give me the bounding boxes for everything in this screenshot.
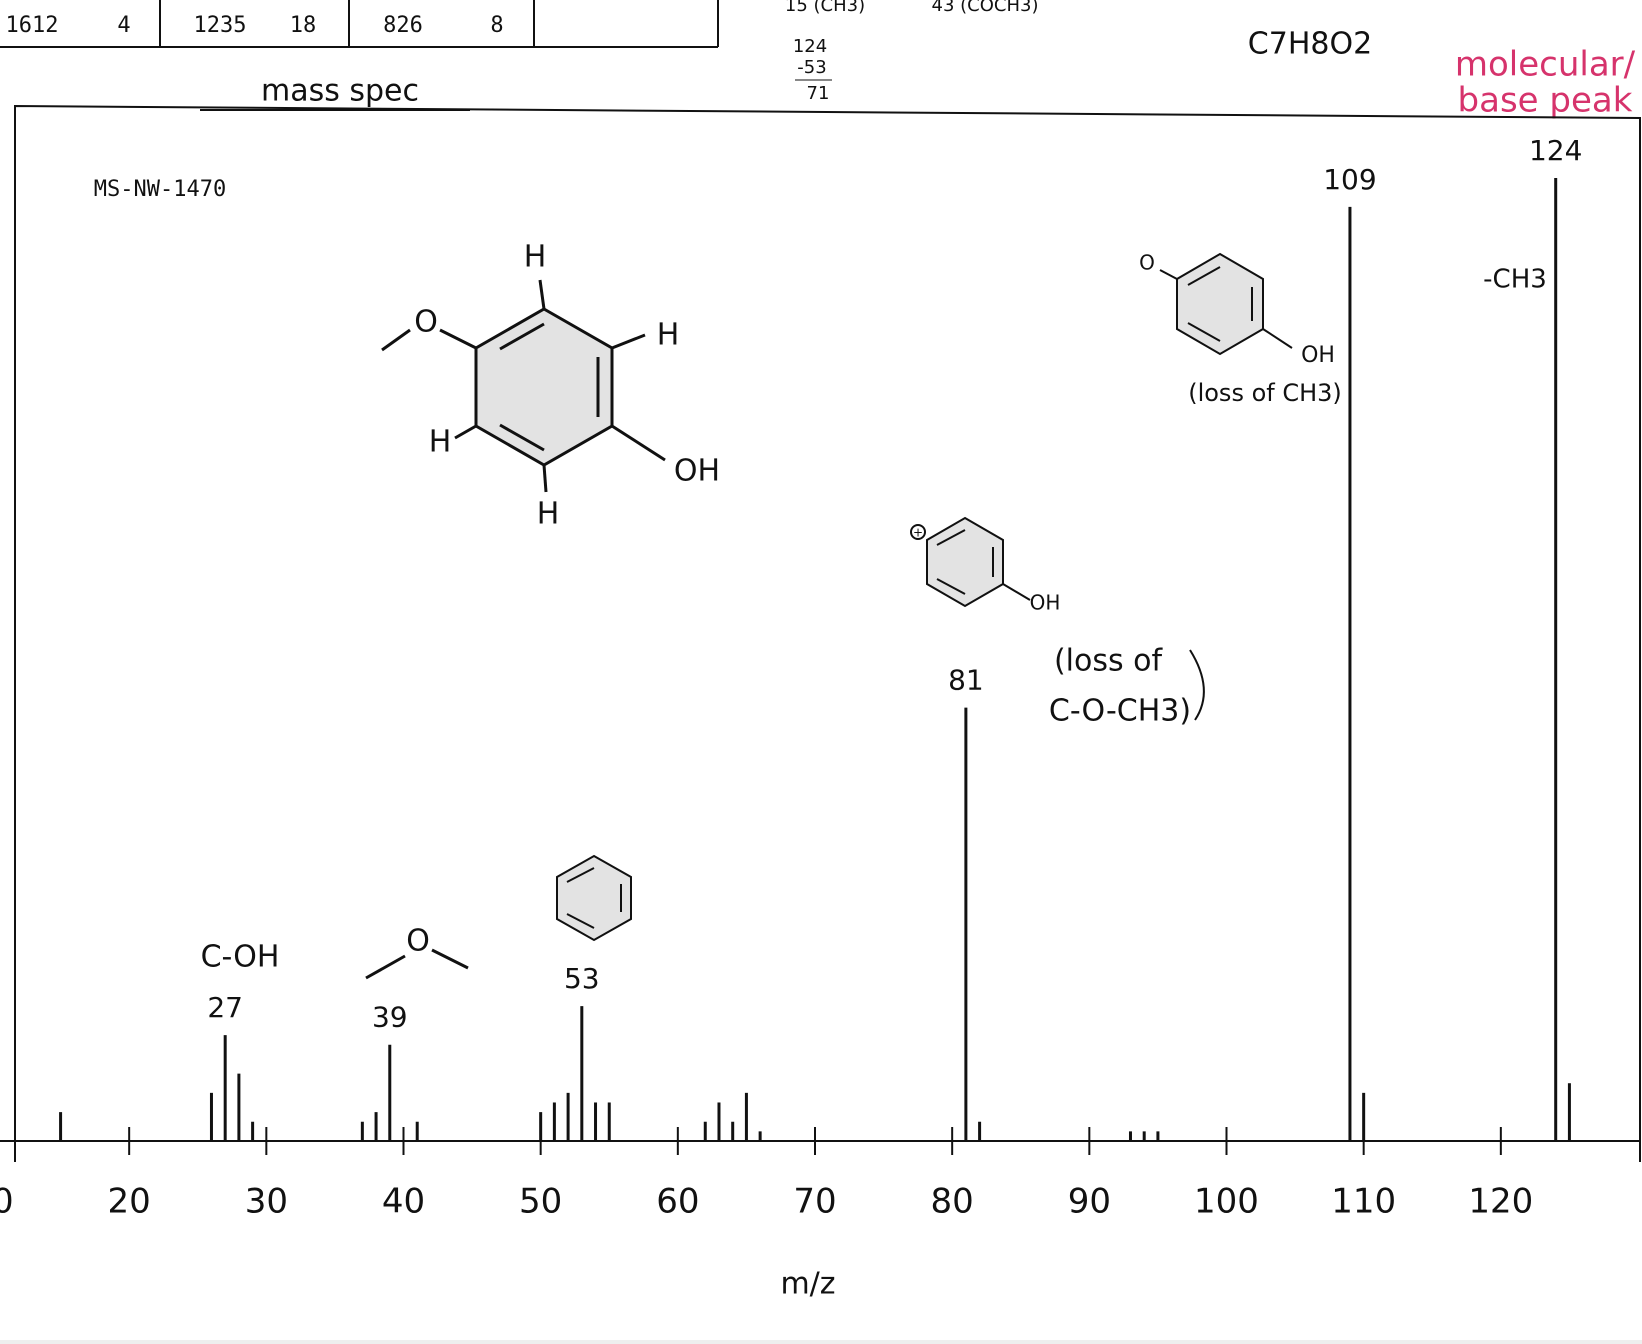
peak-label: 124 bbox=[1529, 134, 1582, 167]
x-tick-label: 40 bbox=[382, 1182, 425, 1222]
bracket bbox=[1189, 649, 1205, 721]
chart-title: MS-NW-1470 bbox=[94, 177, 226, 202]
atom-label: OH bbox=[1030, 591, 1061, 615]
peak-label: 81 bbox=[948, 664, 984, 697]
x-tick-label: 10 bbox=[0, 1182, 14, 1222]
table-cell: 18 bbox=[290, 13, 317, 38]
table-cell: 826 bbox=[383, 13, 423, 38]
annotation: C-OH bbox=[201, 940, 280, 975]
peak-label: 53 bbox=[564, 962, 600, 995]
peak-label: 27 bbox=[207, 991, 243, 1024]
structure bbox=[381, 279, 666, 493]
atom-label: O bbox=[406, 924, 430, 959]
x-tick-label: 50 bbox=[519, 1182, 562, 1222]
table-cell: 1235 bbox=[194, 13, 247, 38]
x-tick-label: 80 bbox=[931, 1182, 974, 1222]
structure bbox=[910, 516, 1031, 608]
atom-label: H bbox=[524, 240, 547, 275]
x-tick-label: 20 bbox=[108, 1182, 151, 1222]
atom-label: H bbox=[429, 425, 452, 460]
structure bbox=[365, 948, 469, 980]
x-tick-label: 70 bbox=[793, 1182, 836, 1222]
formula: C7H8O2 bbox=[1248, 27, 1372, 62]
annotation: C-O-CH3) bbox=[1049, 694, 1191, 729]
table-fragment bbox=[0, 0, 719, 48]
x-tick-label: 90 bbox=[1068, 1182, 1111, 1222]
table-cell: 1612 bbox=[6, 13, 59, 38]
note: -53 bbox=[797, 57, 826, 78]
annotation: (loss of CH3) bbox=[1188, 379, 1342, 407]
note-pink: base peak bbox=[1458, 81, 1633, 121]
table-cell: 8 bbox=[490, 13, 503, 38]
structure bbox=[556, 854, 632, 942]
x-tick-label: 60 bbox=[656, 1182, 699, 1222]
atom-label: + bbox=[913, 526, 923, 540]
note: 124 bbox=[793, 36, 827, 57]
bottom-strip bbox=[0, 1340, 1642, 1344]
x-tick-label: 120 bbox=[1468, 1182, 1533, 1222]
plot-frame bbox=[14, 104, 1641, 1162]
structure bbox=[1159, 252, 1293, 356]
annotation: (loss of bbox=[1054, 644, 1164, 679]
note-pink: molecular/ bbox=[1455, 45, 1636, 85]
note: 71 bbox=[807, 83, 830, 104]
atom-label: O bbox=[1139, 251, 1155, 275]
atom-label: OH bbox=[1301, 343, 1335, 368]
atom-label: H bbox=[537, 497, 560, 532]
heading: mass spec bbox=[261, 74, 419, 109]
note: 43 (COCH3) bbox=[932, 0, 1039, 16]
atom-label: H bbox=[657, 318, 680, 353]
annotation: -CH3 bbox=[1483, 265, 1547, 295]
x-tick-label: 30 bbox=[245, 1182, 288, 1222]
peak-label: 39 bbox=[372, 1001, 408, 1034]
x-axis-label: m/z bbox=[780, 1267, 835, 1302]
atom-label: OH bbox=[674, 454, 720, 489]
peak-label: 109 bbox=[1323, 163, 1376, 196]
x-tick-label: 100 bbox=[1194, 1182, 1259, 1222]
table-cell: 4 bbox=[117, 13, 130, 38]
note: 15 (CH3) bbox=[785, 0, 865, 16]
x-tick-label: 110 bbox=[1331, 1182, 1396, 1222]
atom-label: O bbox=[414, 305, 438, 340]
